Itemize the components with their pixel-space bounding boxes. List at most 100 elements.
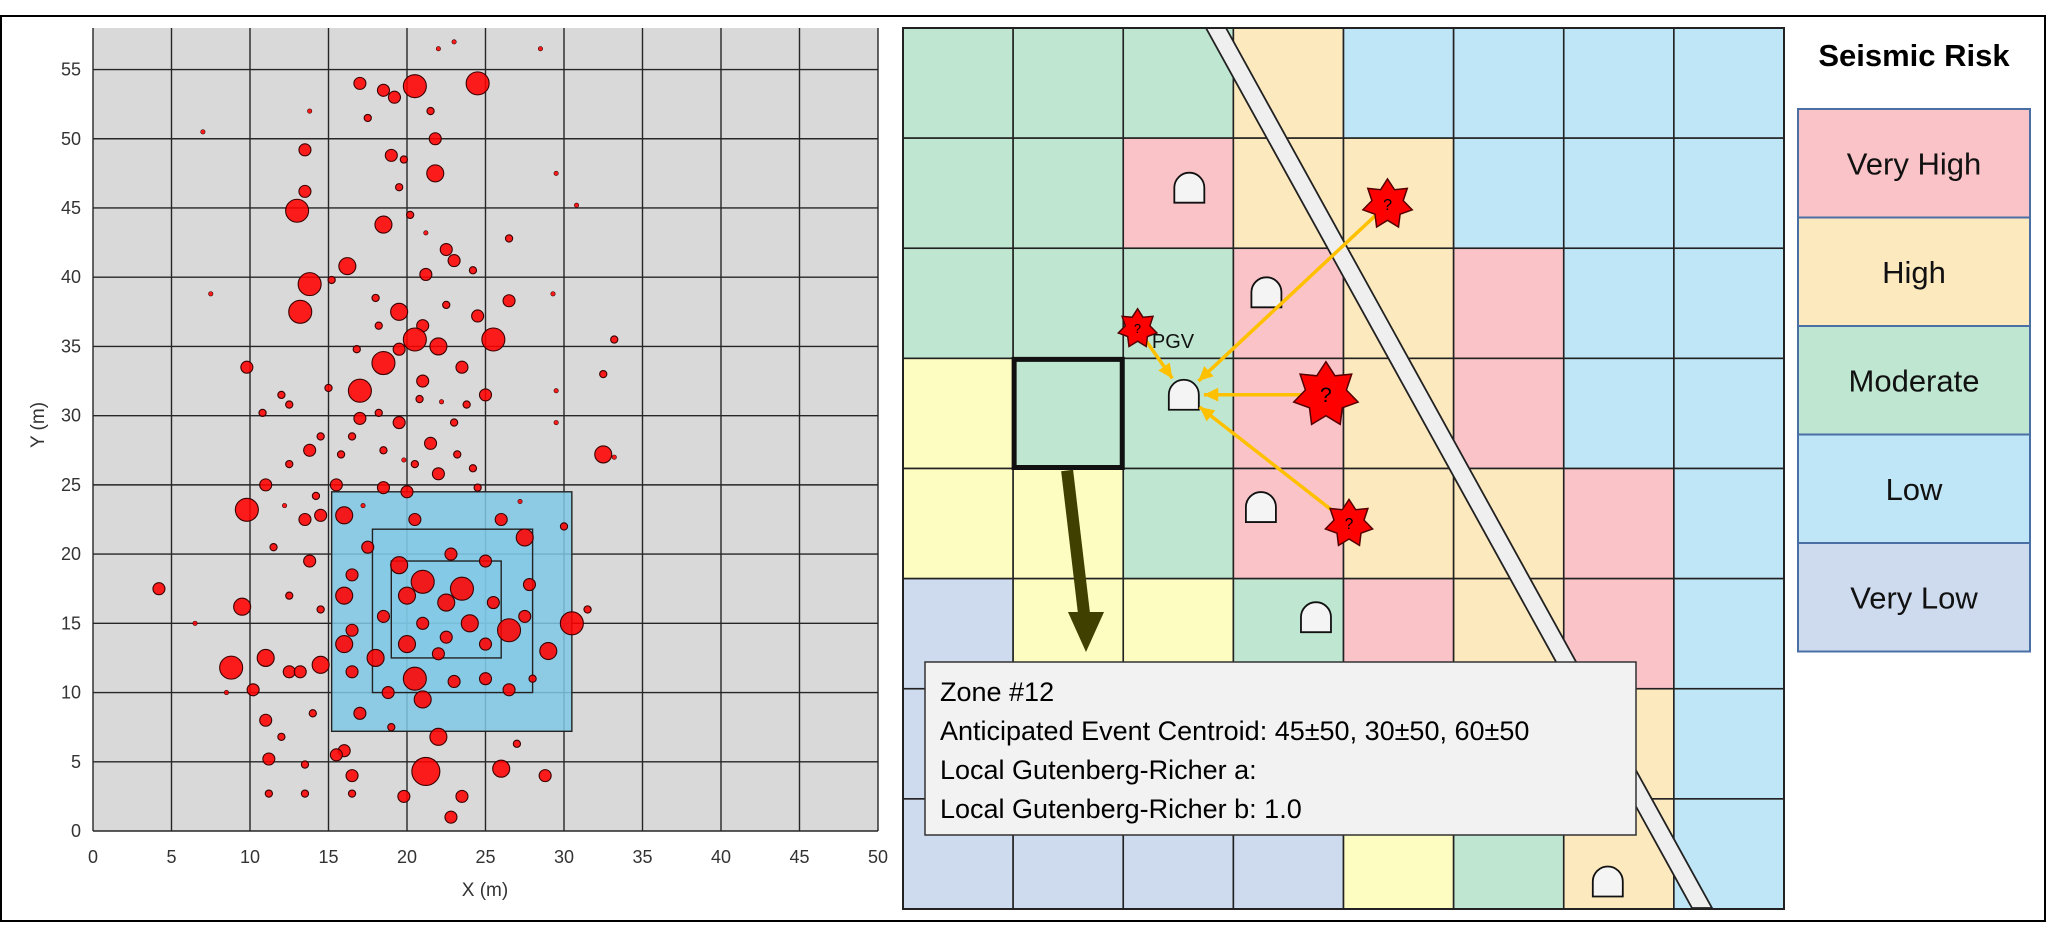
zone-cell[interactable] [1452,27,1565,139]
event-point [410,569,435,594]
zone-risk-map: ???? PGV Zone #12 Anticipated Event Cent… [902,27,1785,910]
focus-region-overlay [330,491,573,733]
zone-cell[interactable] [1122,27,1235,139]
zone-cell[interactable] [902,27,1014,139]
zone-cell[interactable] [1232,247,1345,360]
event-point [512,739,522,748]
event-point [298,143,312,157]
event-point [335,586,354,605]
selected-zone-outline[interactable] [1011,356,1125,470]
zone-cell[interactable] [1012,27,1125,139]
zone-cell[interactable] [1562,467,1675,580]
zone-cell[interactable] [1342,27,1455,139]
event-point [390,556,409,575]
zone-cell[interactable] [1673,137,1785,250]
event-point [277,390,286,400]
event-point [451,39,457,45]
event-point [402,327,427,352]
event-point [408,512,422,527]
event-point [303,443,317,457]
event-point [347,432,357,441]
arrow-head [1199,407,1216,422]
legend-label: Very High [1847,146,1981,181]
zone-cell[interactable] [1562,357,1675,470]
zone-cell[interactable] [1452,357,1565,470]
legend-label: Very Low [1850,580,1978,615]
zone-cell[interactable] [1562,137,1675,250]
event-point [259,713,273,727]
y-tick-label: 0 [71,821,81,841]
event-point [444,547,458,561]
event-point [439,242,453,257]
map-border [902,27,1785,910]
event-point [234,497,259,522]
station-icon [1300,601,1332,634]
event-point [345,665,359,679]
event-point [316,432,325,441]
event-point [539,641,558,661]
zone-cell[interactable] [1562,247,1675,360]
event-point [371,293,380,303]
event-point [269,543,278,552]
risk-legend: Seismic Risk Very High High Moderate Low Ver… [1797,38,2031,653]
event-point [399,155,409,164]
event-point [460,614,479,633]
zone-cell[interactable] [1673,467,1785,580]
event-point [353,76,367,90]
zone-cell[interactable] [1673,247,1785,360]
event-point [282,503,288,509]
zone-cell[interactable] [902,247,1014,360]
zone-cell[interactable] [1673,577,1785,690]
zone-cell[interactable] [902,137,1014,250]
event-point [347,378,372,403]
event-point [553,420,559,426]
event-point [550,291,556,297]
event-markers: ???? [1116,177,1414,547]
zone-cell[interactable] [1673,687,1785,800]
x-tick-label: 30 [554,847,574,867]
event-unknown-label: ? [1383,196,1392,214]
zone-cell[interactable] [1012,137,1125,250]
y-tick-label: 35 [61,336,81,356]
zone-cell[interactable] [1122,357,1235,470]
zone-cell[interactable] [1673,357,1785,470]
zone-cell[interactable] [902,357,1014,470]
zone-cell[interactable] [1012,247,1125,360]
y-tick-label: 40 [61,267,81,287]
event-point [208,291,214,297]
legend-swatch [1797,108,2031,219]
event-point [314,508,328,522]
event-star-icon [1324,498,1374,547]
event-point [262,752,276,766]
x-tick-label: 40 [711,847,731,867]
event-point [345,769,359,783]
event-point [415,394,424,404]
event-point [329,748,343,762]
event-point [574,202,580,208]
zone-cell[interactable] [1562,27,1675,139]
event-point [537,46,543,52]
zone-cell[interactable] [1673,27,1785,139]
zone-cell[interactable] [902,467,1014,580]
event-point [502,683,516,697]
zone-cell[interactable] [1452,247,1565,360]
event-point [392,416,406,430]
event-point [345,623,359,637]
overlay-box [330,491,573,733]
event-point [439,630,453,644]
event-unknown-label: ? [1134,322,1141,336]
zone-cell[interactable] [1012,357,1125,470]
zone-cell[interactable] [1122,467,1235,580]
event-point [471,309,485,323]
event-point [376,609,391,623]
event-point [468,464,478,473]
zone-pointer-head [1068,612,1104,652]
event-point [240,360,254,374]
event-point [379,446,388,455]
event-point [611,454,617,460]
event-point [300,760,310,769]
event-point [486,596,500,610]
zone-cell[interactable] [1452,137,1565,250]
zone-cell[interactable] [1232,467,1345,580]
